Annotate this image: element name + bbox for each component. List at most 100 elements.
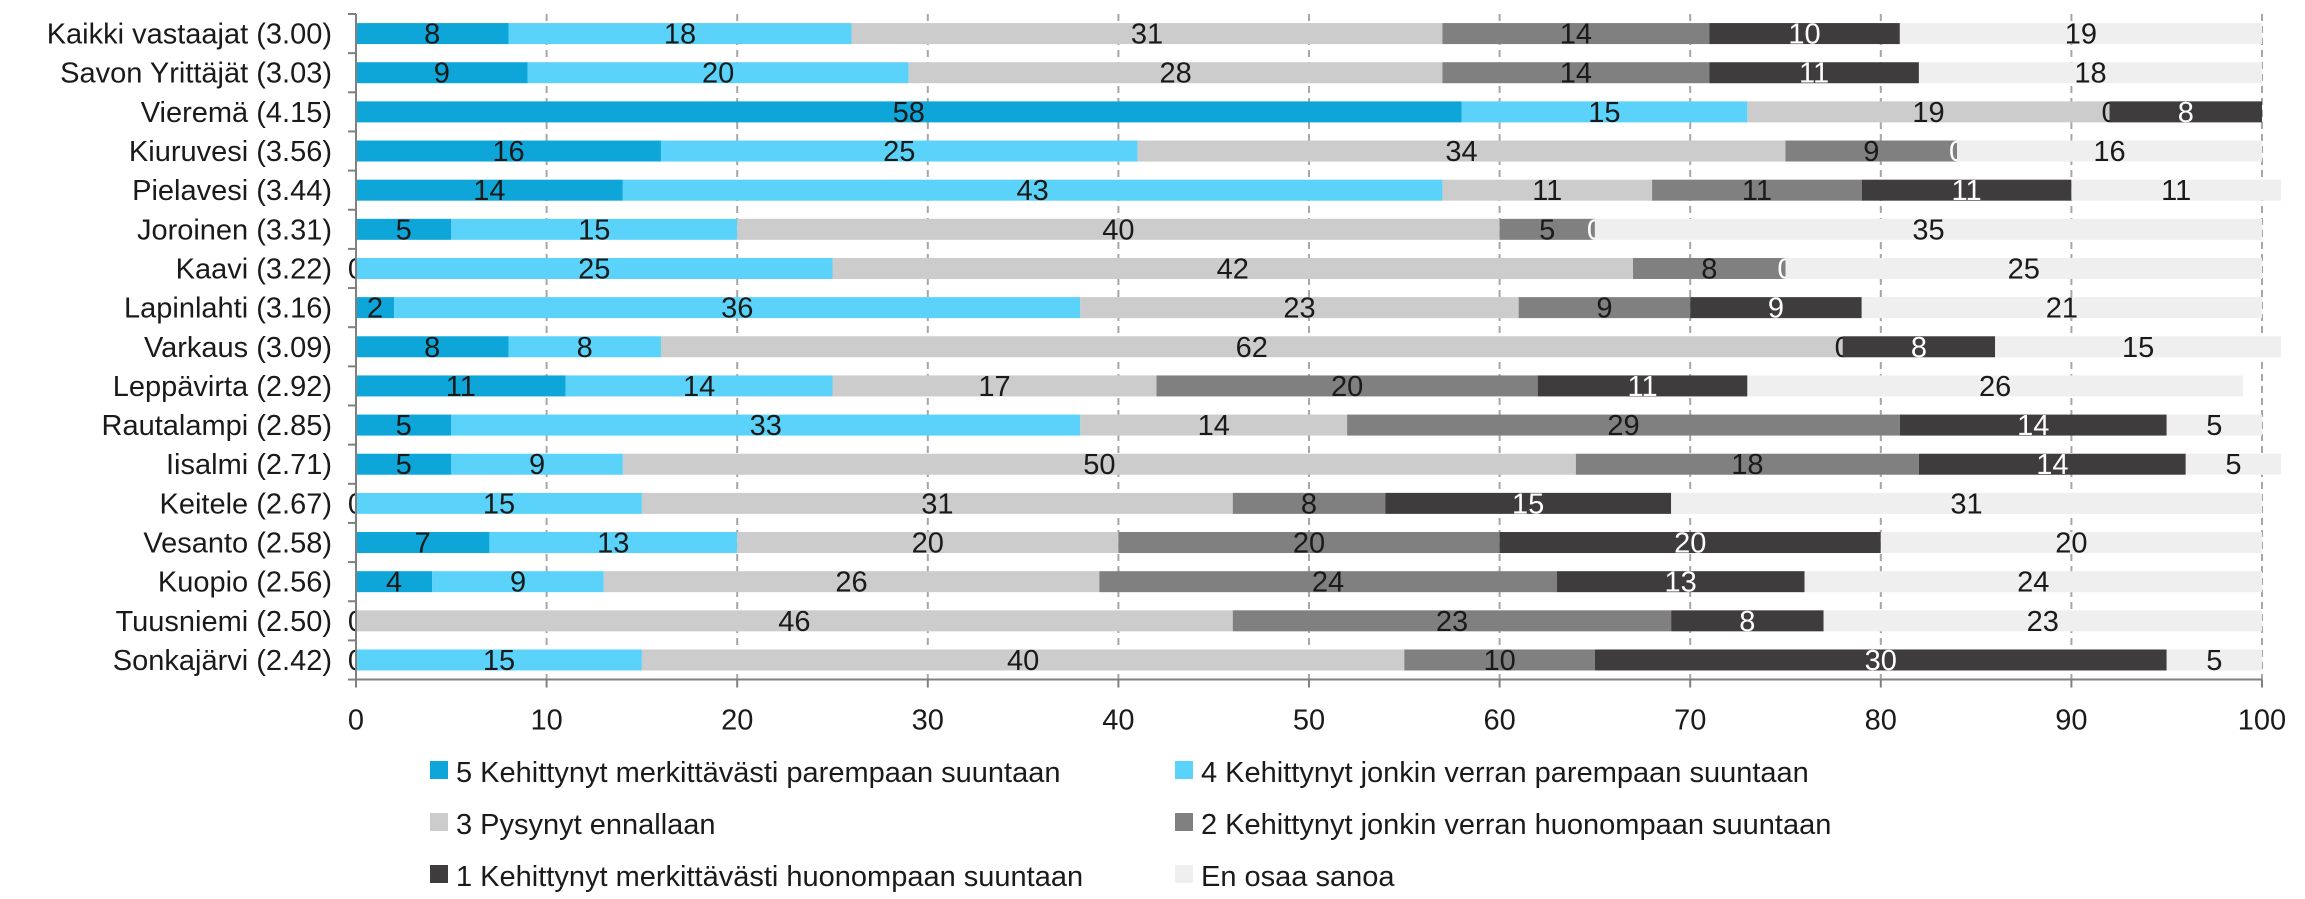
data-label-r4-s5: 11 <box>2161 175 2191 207</box>
data-label-r3-s1: 25 <box>883 136 915 168</box>
category-label-14: Kuopio (2.56) <box>158 567 332 599</box>
bar-segment-r6-s5 <box>1785 257 2262 279</box>
data-label-r15-s2: 46 <box>778 606 810 638</box>
x-tick-label-10: 10 <box>530 705 562 737</box>
bar-segment-r1-s0 <box>356 62 528 84</box>
data-label-r8-s0: 8 <box>424 332 440 364</box>
bar-segment-r10-s5 <box>2166 414 2262 436</box>
data-label-r15-s5: 23 <box>2027 606 2059 638</box>
bar-segment-r12-s5 <box>1671 492 2262 514</box>
legend-swatch-1 <box>1175 761 1193 779</box>
bar-segment-r0-s1 <box>508 23 852 45</box>
data-label-r5-s0: 5 <box>396 214 412 246</box>
bar-segment-r12-s3 <box>1232 492 1386 514</box>
data-label-r16-s5: 5 <box>2206 645 2222 677</box>
bar-segment-r2-s0 <box>356 101 1462 123</box>
data-label-r12-s1: 15 <box>483 488 515 520</box>
bar-segment-r8-s1 <box>508 336 661 358</box>
data-label-r11-s3: 18 <box>1731 449 1763 481</box>
bar-segment-r10-s0 <box>356 414 452 436</box>
bar-segment-r16-s4 <box>1594 649 2167 671</box>
bar-segment-r0-s0 <box>356 23 509 45</box>
data-label-r14-s5: 24 <box>2017 567 2049 599</box>
data-label-r0-s0: 8 <box>424 19 440 51</box>
category-label-8: Varkaus (3.09) <box>144 332 332 364</box>
data-label-r5-s2: 40 <box>1102 214 1134 246</box>
x-axis: 0 10 20 30 40 50 60 70 80 90 100 <box>348 13 2286 737</box>
bar-segment-r3-s1 <box>660 140 1138 162</box>
bar-segment-r14-s3 <box>1099 571 1557 593</box>
data-label-r5-s3: 5 <box>1539 214 1555 246</box>
data-label-r1-s4: 11 <box>1799 58 1829 90</box>
category-labels: Kaikki vastaajat (3.00) Savon Yrittäjät (… <box>47 19 332 677</box>
bar-segment-r4-s0 <box>356 179 623 201</box>
legend-label-4: 1 Kehittynyt merkittävästi huonompaan su… <box>456 861 1083 893</box>
bar-segment-r4-s3 <box>1652 179 1862 201</box>
data-label-r4-s1: 43 <box>1016 175 1048 207</box>
bar-segment-r5-s0 <box>356 218 452 240</box>
data-label-r15-s4: 8 <box>1739 606 1755 638</box>
data-label-r7-s3: 9 <box>1596 293 1612 325</box>
x-tick-label-80: 80 <box>1865 705 1897 737</box>
data-label-r4-s2: 11 <box>1532 175 1562 207</box>
data-label-r6-s2: 42 <box>1217 253 1249 285</box>
bar-segment-r9-s1 <box>565 375 833 397</box>
bar-segment-r10-s4 <box>1899 414 2167 436</box>
bar-segment-r0-s3 <box>1442 23 1710 45</box>
bar-segment-r1-s5 <box>1918 62 2262 84</box>
bar-segment-r11-s0 <box>356 453 452 475</box>
bar-segment-r11-s5 <box>2185 453 2282 475</box>
data-label-r14-s2: 26 <box>835 567 867 599</box>
data-label-r0-s2: 31 <box>1131 19 1163 51</box>
bar-segment-r4-s1 <box>622 179 1443 201</box>
bar-segment-r6-s3 <box>1633 257 1786 279</box>
bar-segment-r3-s3 <box>1785 140 1958 162</box>
bar-segment-r16-s3 <box>1404 649 1595 671</box>
bar-segment-r15-s5 <box>1823 610 2262 632</box>
data-label-r14-s0: 4 <box>386 567 402 599</box>
data-label-r11-s0: 5 <box>396 449 412 481</box>
x-tick-label-40: 40 <box>1102 705 1134 737</box>
bar-segment-r10-s1 <box>451 414 1081 436</box>
data-label-r13-s1: 13 <box>597 528 629 560</box>
category-label-11: Iisalmi (2.71) <box>166 449 332 481</box>
legend: 5 Kehittynyt merkittävästi parempaan suu… <box>430 757 1831 893</box>
category-label-7: Lapinlahti (3.16) <box>124 293 332 325</box>
bar-segment-r5-s5 <box>1594 218 2262 240</box>
legend-label-5: En osaa sanoa <box>1201 861 1395 893</box>
bar-segment-r13-s3 <box>1118 532 1500 554</box>
category-label-2: Vieremä (4.15) <box>141 97 332 129</box>
data-label-r0-s5: 19 <box>2065 19 2097 51</box>
bar-segment-r16-s2 <box>641 649 1405 671</box>
bar-segment-r5-s1 <box>451 218 738 240</box>
bar-segment-r8-s2 <box>660 336 1843 358</box>
data-label-r16-s3: 10 <box>1483 645 1515 677</box>
legend-label-2: 3 Pysynyt ennallaan <box>456 809 716 841</box>
bar-segment-r13-s4 <box>1499 532 1881 554</box>
bar-segment-r11-s1 <box>451 453 623 475</box>
legend-swatch-4 <box>430 865 448 883</box>
data-label-r2-s4: 8 <box>2178 97 2194 129</box>
data-label-r2-s2: 19 <box>1912 97 1944 129</box>
data-label-r13-s5: 20 <box>2055 528 2087 560</box>
data-label-r2-s1: 15 <box>1588 97 1620 129</box>
category-label-9: Leppävirta (2.92) <box>113 371 332 403</box>
data-label-r4-s4: 11 <box>1952 175 1982 207</box>
x-tick-label-90: 90 <box>2055 705 2087 737</box>
bar-segment-r14-s0 <box>356 571 433 593</box>
data-label-r8-s4: 8 <box>1911 332 1927 364</box>
data-label-r2-s0: 58 <box>893 97 925 129</box>
data-label-r14-s3: 24 <box>1312 567 1344 599</box>
bar-segment-r1-s4 <box>1709 62 1919 84</box>
data-label-r0-s4: 10 <box>1788 19 1820 51</box>
bar-segment-r7-s4 <box>1690 297 1862 319</box>
bar-segment-r1-s3 <box>1442 62 1710 84</box>
x-tick-label-30: 30 <box>912 705 944 737</box>
data-label-r1-s0: 9 <box>434 58 450 90</box>
data-label-r16-s2: 40 <box>1007 645 1039 677</box>
bar-segment-r1-s1 <box>527 62 909 84</box>
data-label-r0-s3: 14 <box>1560 19 1592 51</box>
bar-segment-r0-s5 <box>1899 23 2262 45</box>
bar-segment-r10-s2 <box>1080 414 1348 436</box>
legend-label-3: 2 Kehittynyt jonkin verran huonompaan su… <box>1201 809 1831 841</box>
